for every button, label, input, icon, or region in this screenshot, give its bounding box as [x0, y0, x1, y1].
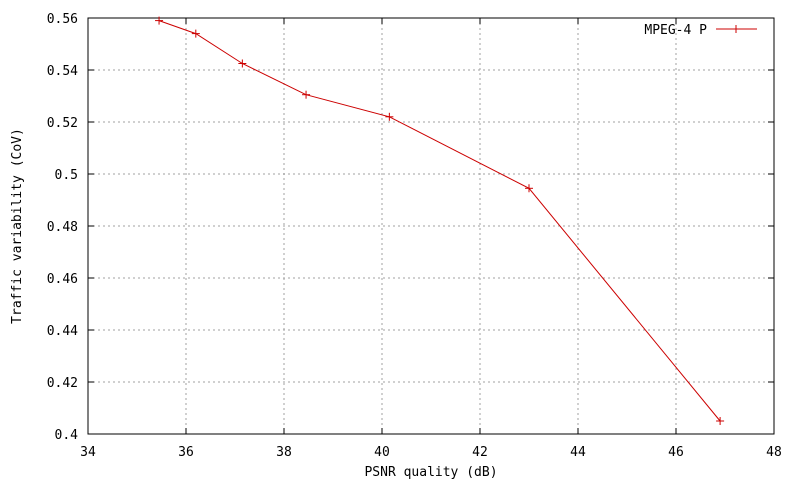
series-line: [158, 20, 721, 422]
data-point: [385, 112, 394, 121]
grid-layer: [88, 18, 774, 434]
y-tick-label: 0.44: [47, 324, 78, 339]
y-tick-label: 0.5: [55, 168, 78, 183]
legend-plus: [732, 25, 740, 33]
x-tick-label: 40: [374, 445, 390, 460]
legend-label-mpeg4-p: MPEG-4 P: [644, 23, 707, 38]
x-tick-label: 36: [178, 445, 194, 460]
y-tick-label: 0.52: [47, 116, 78, 131]
y-tick-label: 0.56: [47, 12, 78, 27]
legend: MPEG-4 P: [644, 23, 757, 38]
y-tick-label: 0.4: [55, 428, 79, 443]
data-point: [716, 417, 725, 425]
x-tick-label: 38: [276, 445, 292, 460]
y-tick-label: 0.42: [47, 376, 78, 391]
x-tick-labels: 34 36 38 40 42 44 46 48: [80, 445, 782, 460]
data-point: [525, 184, 533, 193]
x-tick-label: 42: [472, 445, 488, 460]
y-tick-label: 0.48: [47, 220, 78, 235]
data-point: [302, 90, 311, 99]
data-point: [238, 59, 247, 68]
y-tick-labels: 0.4 0.42 0.44 0.46 0.48 0.5 0.52 0.54 0.56: [47, 12, 78, 443]
x-tick-label: 44: [570, 445, 586, 460]
data-point: [191, 29, 200, 38]
data-point: [155, 16, 164, 25]
y-tick-label: 0.46: [47, 272, 78, 287]
x-tick-label: 46: [668, 445, 684, 460]
x-tick-label: 48: [766, 445, 782, 460]
x-tick-label: 34: [80, 445, 96, 460]
series-layer: [155, 16, 725, 425]
y-axis-title: Traffic variability (CoV): [10, 128, 25, 324]
y-tick-label: 0.54: [47, 64, 78, 79]
legend-marker-plus: [732, 25, 740, 33]
x-axis-title: PSNR quality (dB): [364, 465, 497, 480]
plot-frame: [87, 17, 775, 435]
ticks-layer: [87, 17, 775, 435]
